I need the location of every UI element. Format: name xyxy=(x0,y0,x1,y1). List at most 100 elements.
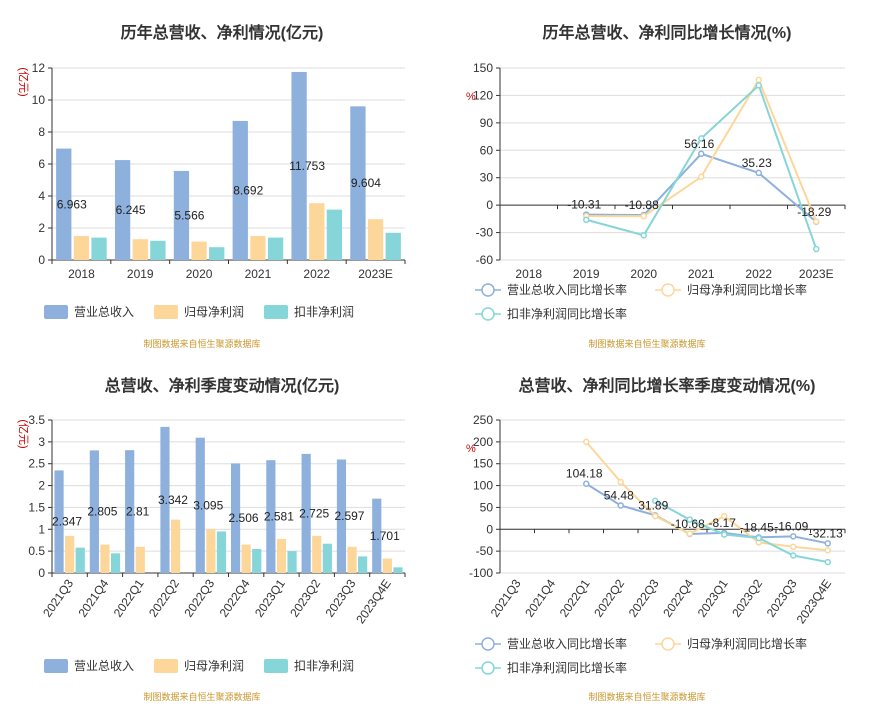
y-tick-label: -60 xyxy=(476,253,494,267)
data-label: -18.45 xyxy=(740,520,774,534)
legend-label: 归母净利润 xyxy=(184,659,244,673)
x-tick-label: 2022 xyxy=(303,267,330,281)
legend-label: 归母净利润 xyxy=(184,305,244,319)
data-label: 3.095 xyxy=(193,498,223,512)
data-label: 54.48 xyxy=(604,488,634,502)
data-point xyxy=(813,245,820,253)
chart-title: 历年总营收、净利情况(亿元) xyxy=(121,23,324,42)
data-point xyxy=(790,543,797,551)
legend-marker xyxy=(481,283,495,297)
data-label: -10.31 xyxy=(567,198,601,212)
y-tick-label: 0 xyxy=(38,253,45,267)
data-point xyxy=(721,512,728,520)
data-label: 6.245 xyxy=(116,203,146,217)
bar xyxy=(367,219,384,260)
x-tick-label: 2022Q2 xyxy=(591,576,627,619)
x-tick-label: 2023Q3 xyxy=(323,576,359,619)
y-tick-label: 6 xyxy=(38,157,45,171)
x-tick-label: 2022Q2 xyxy=(146,576,182,619)
x-tick-label: 2018 xyxy=(515,267,542,281)
bar xyxy=(100,544,110,573)
source-note: 制图数据来自恒生聚源数据库 xyxy=(143,691,260,702)
data-label: -8.17 xyxy=(709,516,737,530)
data-point xyxy=(583,480,590,487)
y-tick-label: 2 xyxy=(38,479,45,493)
x-tick-label: 2023Q1 xyxy=(252,576,288,619)
bar xyxy=(267,237,284,260)
data-label: 5.566 xyxy=(174,208,204,222)
source-note: 制图数据来自恒生聚源数据库 xyxy=(588,691,705,702)
data-label: 104.18 xyxy=(566,467,603,481)
data-point xyxy=(617,502,624,509)
data-point xyxy=(790,533,797,540)
legend-label: 营业总收入同比增长率 xyxy=(507,636,627,651)
data-point xyxy=(617,478,624,486)
annual-amount-chart: 历年总营收、净利情况(亿元) (亿元) 0 2 4 6 8 10 12 2018 2019 2020 2… xyxy=(17,23,406,349)
bar xyxy=(56,148,72,260)
y-tick-label: 2.5 xyxy=(28,457,45,471)
data-point xyxy=(698,173,705,181)
x-tick-label: 2021Q4 xyxy=(522,576,558,619)
y-tick-label: 10 xyxy=(32,93,46,107)
bar xyxy=(195,437,205,573)
data-label: 3.342 xyxy=(158,493,188,507)
data-point xyxy=(813,218,820,225)
annual-growth-panel: 历年总营收、净利同比增长情况(%)% -60 -30 0 30 60 90 120 150 201… xyxy=(445,0,890,360)
bar xyxy=(216,531,227,573)
data-label: 2.805 xyxy=(87,505,117,519)
bar xyxy=(350,106,366,260)
legend-swatch xyxy=(264,305,288,319)
bar xyxy=(276,538,287,573)
data-point xyxy=(640,212,647,220)
x-tick-label: 2023E xyxy=(358,267,393,281)
bar xyxy=(65,535,75,573)
data-label: 35.23 xyxy=(742,156,772,170)
source-note: 制图数据来自恒生聚源数据库 xyxy=(143,338,260,349)
legend-label: 营业总收入 xyxy=(74,305,134,319)
data-point xyxy=(583,216,590,224)
x-tick-label: 2023Q3 xyxy=(764,576,800,619)
data-label: -10.88 xyxy=(625,198,659,212)
bar xyxy=(232,120,248,260)
data-label: 2.581 xyxy=(264,510,294,524)
y-tick-label: 0 xyxy=(38,566,45,580)
annual-amount-panel: 历年总营收、净利情况(亿元) (亿元) 0 2 4 6 8 10 12 2018 2019 2020 2… xyxy=(0,0,445,360)
y-tick-label: 150 xyxy=(473,61,493,75)
data-point xyxy=(652,512,659,520)
x-tick-label: 2023Q1 xyxy=(695,576,731,619)
data-label: 2.81 xyxy=(126,505,150,519)
data-point xyxy=(686,516,693,523)
bar xyxy=(250,236,266,260)
x-tick-label: 2021Q4 xyxy=(75,576,111,619)
data-point xyxy=(698,135,705,142)
unit-label: (亿元) xyxy=(17,67,30,96)
x-tick-label: 2022Q4 xyxy=(217,576,253,619)
unit-label: (亿元) xyxy=(17,419,30,448)
data-point xyxy=(755,82,762,89)
y-tick-label: 3 xyxy=(38,435,45,449)
y-tick-label: -30 xyxy=(476,226,494,240)
bar xyxy=(291,71,307,261)
x-tick-label: 2020 xyxy=(630,267,657,281)
data-label: 8.692 xyxy=(233,183,263,197)
bar xyxy=(347,546,357,573)
bar xyxy=(312,535,322,573)
data-point xyxy=(583,438,590,446)
y-tick-label: 8 xyxy=(38,125,45,139)
x-tick-label: 2023Q4E xyxy=(794,577,835,627)
legend-swatch xyxy=(264,659,288,673)
y-tick-label: 12 xyxy=(32,61,46,75)
y-tick-label: 30 xyxy=(480,171,494,185)
y-tick-label: 0 xyxy=(486,198,493,212)
data-point xyxy=(686,530,693,537)
y-tick-label: 4 xyxy=(38,189,45,203)
data-label: 9.604 xyxy=(351,176,381,190)
bar xyxy=(393,567,403,573)
data-point xyxy=(698,150,705,158)
data-label: 31.89 xyxy=(638,498,668,512)
data-label: 6.963 xyxy=(57,197,87,211)
quarterly-growth-panel: 总营收、净利同比增长率季度变动情况(%)% -100 -50 0 50 100 150 200… xyxy=(445,360,890,720)
bar xyxy=(358,556,368,573)
y-tick-label: 250 xyxy=(473,413,493,427)
data-point xyxy=(755,169,762,177)
